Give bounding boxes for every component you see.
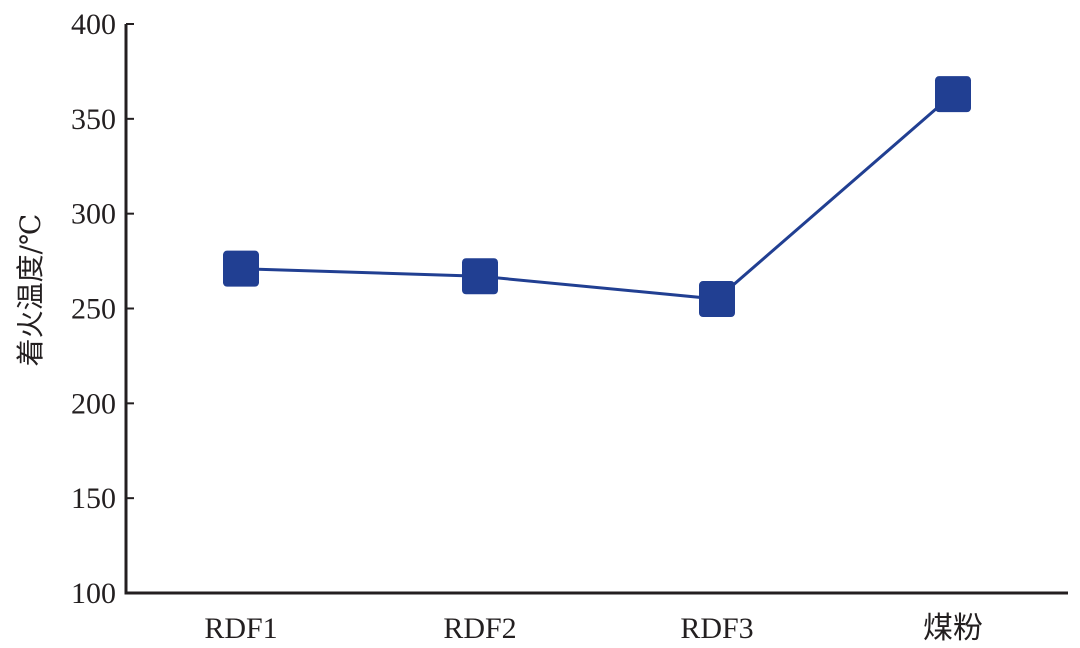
data-point-marker [699, 281, 735, 318]
y-tick-label: 350 [71, 103, 116, 136]
series-group [223, 76, 971, 318]
x-tick-label: RDF3 [680, 612, 753, 645]
axes [124, 24, 1068, 595]
y-tick-label: 250 [71, 293, 116, 326]
y-axis-title: 着火温度/℃ [14, 214, 47, 367]
y-tick-label: 400 [71, 8, 116, 41]
data-point-marker [935, 76, 971, 113]
y-axis-ticks: 100 150 200 250 300 350 400 [71, 8, 134, 610]
y-tick-label: 100 [71, 577, 116, 610]
x-tick-label: RDF2 [443, 612, 516, 645]
x-tick-label: RDF1 [204, 612, 277, 645]
x-axis-ticks: RDF1 RDF2 RDF3 煤粉 [204, 612, 983, 645]
data-point-marker [462, 258, 498, 295]
y-tick-label: 150 [71, 482, 116, 515]
x-tick-label: 煤粉 [923, 612, 983, 645]
data-point-marker [223, 250, 259, 287]
y-tick-label: 300 [71, 198, 116, 231]
series-line [240, 93, 954, 301]
y-tick-label: 200 [71, 387, 116, 420]
